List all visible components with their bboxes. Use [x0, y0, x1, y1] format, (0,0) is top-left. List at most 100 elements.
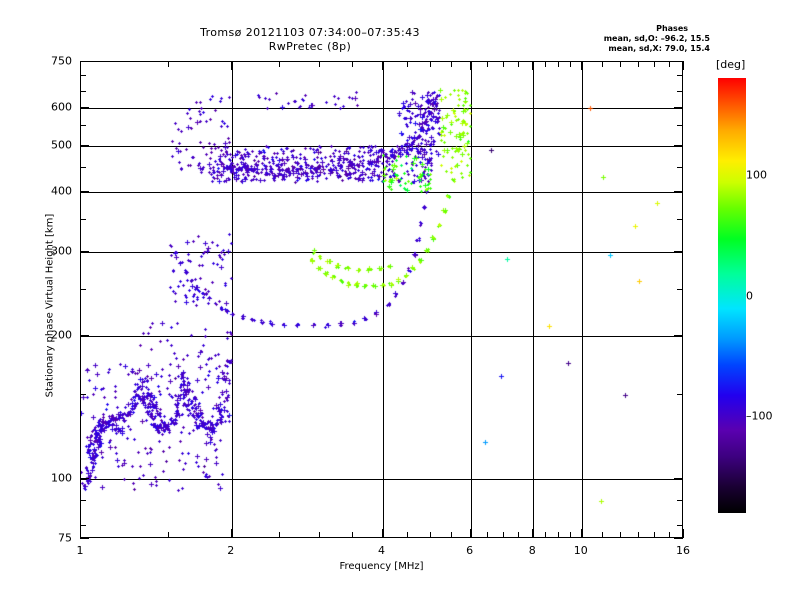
x-tick — [382, 529, 383, 538]
x-tick — [683, 61, 684, 70]
y-tick — [674, 191, 683, 192]
title-line-2: RwPretec (8p) — [268, 40, 352, 53]
plot-title: Tromsø 20121103 07:34:00–07:35:43 RwPret… — [0, 26, 620, 54]
y-tick — [80, 251, 89, 252]
y-tick — [80, 125, 86, 126]
phases-x-line: mean, sd,X: 79.0, 15.4 — [608, 44, 710, 53]
x-tick — [352, 61, 353, 67]
x-tick — [80, 61, 81, 70]
colorbar-gradient — [718, 78, 746, 513]
y-tick — [80, 107, 89, 108]
x-tick — [279, 532, 280, 538]
x-tick — [683, 529, 684, 538]
x-tick — [503, 61, 504, 67]
x-tick — [654, 61, 655, 67]
y-tick — [677, 289, 683, 290]
y-tick-label: 600 — [51, 100, 72, 114]
y-tick — [80, 394, 86, 395]
x-tick-label: 2 — [227, 544, 235, 557]
x-tick — [168, 61, 169, 67]
x-tick-label: 1 — [76, 544, 84, 557]
x-tick-label: 16 — [676, 544, 690, 557]
x-tick — [451, 532, 452, 538]
y-tick — [80, 91, 86, 92]
y-tick-label: 200 — [51, 328, 72, 342]
x-tick — [487, 532, 488, 538]
x-tick — [430, 532, 431, 538]
x-tick — [654, 532, 655, 538]
y-tick — [677, 125, 683, 126]
x-tick — [669, 532, 670, 538]
x-tick — [168, 532, 169, 538]
x-tick — [558, 532, 559, 538]
y-tick — [677, 167, 683, 168]
y-tick — [80, 219, 86, 220]
x-tick — [638, 61, 639, 67]
x-tick — [503, 532, 504, 538]
x-tick — [382, 61, 383, 70]
x-tick — [532, 529, 533, 538]
x-tick-label: 6 — [466, 544, 474, 557]
x-tick — [545, 61, 546, 67]
x-tick — [620, 532, 621, 538]
x-tick — [532, 61, 533, 70]
y-tick — [677, 75, 683, 76]
x-tick — [581, 61, 582, 70]
x-tick — [570, 61, 571, 67]
y-tick — [80, 167, 86, 168]
y-tick — [80, 61, 89, 62]
colorbar-unit-label: [deg] — [716, 58, 746, 71]
y-tick-label: 750 — [51, 54, 72, 68]
y-tick — [677, 219, 683, 220]
x-tick — [430, 61, 431, 67]
x-tick-label: 10 — [573, 544, 588, 557]
y-tick — [80, 289, 86, 290]
y-tick — [674, 107, 683, 108]
colorbar-tick-label: 100 — [746, 168, 767, 182]
x-tick — [231, 529, 232, 538]
y-tick-label: 500 — [51, 138, 72, 152]
x-tick — [558, 61, 559, 67]
y-tick — [674, 251, 683, 252]
y-axis-title: Stationary phase Virtual Height [km] — [44, 213, 56, 398]
x-axis-title: Frequency [MHz] — [339, 561, 424, 572]
x-tick-label: 4 — [378, 544, 385, 557]
y-tick — [80, 145, 89, 146]
y-tick — [80, 525, 86, 526]
x-tick — [518, 61, 519, 67]
y-tick-label: 100 — [51, 471, 72, 485]
x-tick — [570, 532, 571, 538]
scatter-data-points — [81, 62, 682, 537]
y-tick — [674, 538, 683, 539]
x-tick — [545, 532, 546, 538]
x-tick — [602, 532, 603, 538]
y-tick-label: 300 — [51, 244, 72, 258]
y-tick-label: 75 — [58, 531, 72, 545]
y-tick — [80, 335, 89, 336]
x-tick — [231, 61, 232, 70]
colorbar-tick-label: –100 — [746, 409, 773, 423]
title-line-1: Tromsø 20121103 07:34:00–07:35:43 — [200, 26, 420, 39]
x-tick — [407, 532, 408, 538]
y-tick — [80, 500, 86, 501]
colorbar — [718, 78, 746, 513]
x-tick — [407, 61, 408, 67]
y-tick — [80, 191, 89, 192]
x-tick-label: 8 — [528, 544, 536, 557]
x-tick — [279, 61, 280, 67]
x-tick — [451, 61, 452, 67]
y-tick-label: 400 — [51, 184, 72, 198]
colorbar-tick-label: 0 — [746, 289, 753, 302]
y-tick — [677, 394, 683, 395]
y-tick — [80, 478, 89, 479]
plot-area — [80, 61, 683, 538]
x-tick — [470, 61, 471, 70]
x-tick — [319, 61, 320, 67]
phases-o-line: mean, sd,O: –96.2, 15.5 — [603, 34, 710, 43]
y-tick — [677, 525, 683, 526]
x-tick — [581, 529, 582, 538]
x-tick — [319, 532, 320, 538]
phases-heading: Phases — [656, 24, 688, 33]
y-tick — [80, 75, 86, 76]
